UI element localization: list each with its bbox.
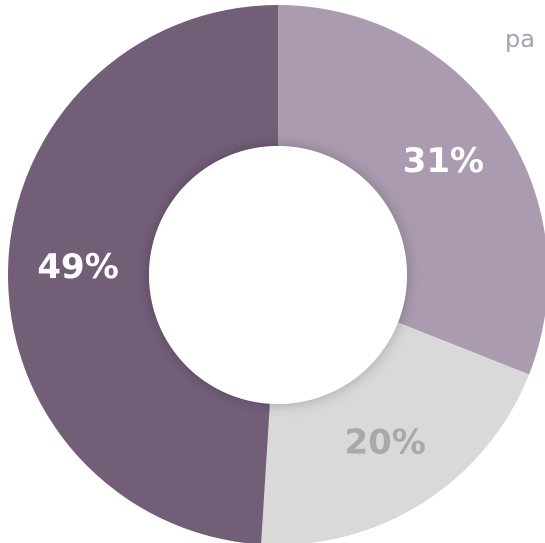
slice [278, 5, 545, 375]
slice-label: 20% [344, 422, 425, 462]
labels: 31% 20% 49% [37, 141, 484, 462]
slice-label: 31% [403, 141, 484, 181]
legend-text: pa [505, 25, 535, 53]
donut-hole [149, 146, 407, 404]
slice [261, 322, 530, 543]
slice-label: 49% [37, 247, 118, 287]
slices [8, 5, 545, 543]
slice [8, 5, 278, 543]
